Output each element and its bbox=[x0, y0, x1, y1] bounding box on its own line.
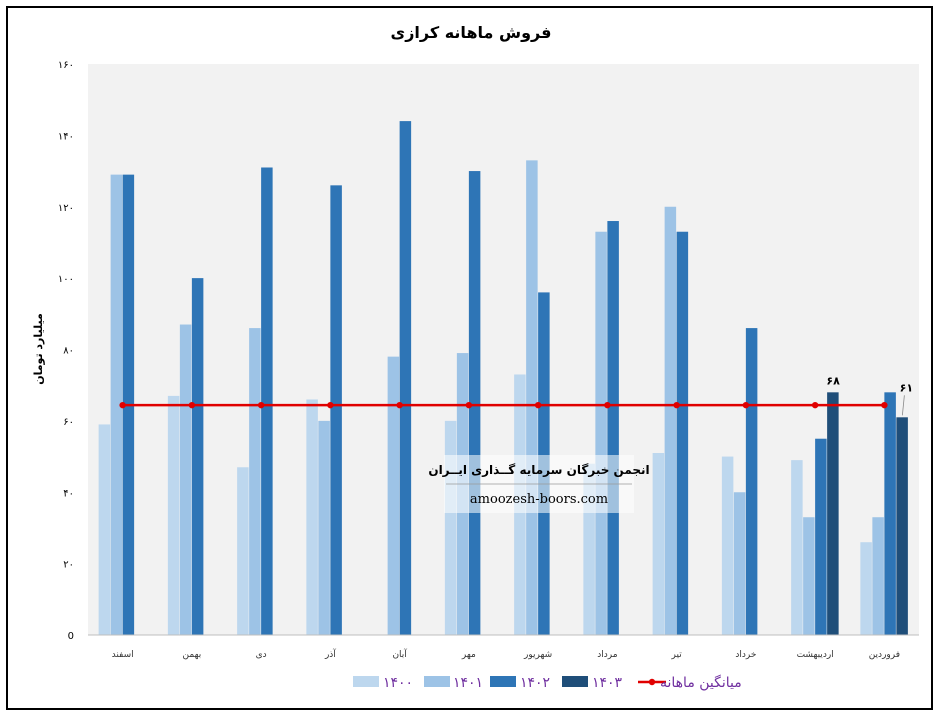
bar bbox=[318, 420, 330, 635]
y-tick-label: ۸۰ bbox=[63, 346, 74, 357]
bar bbox=[595, 231, 607, 635]
average-line-group bbox=[119, 401, 888, 409]
x-tick-label: آبان bbox=[392, 648, 407, 660]
bar bbox=[872, 517, 884, 635]
x-tick-label: مرداد bbox=[597, 650, 617, 660]
legend-swatch bbox=[562, 676, 588, 687]
x-tick-label: اردیبهشت bbox=[797, 650, 834, 660]
average-marker bbox=[327, 401, 334, 409]
bar bbox=[444, 420, 457, 635]
bar bbox=[676, 231, 689, 635]
bar bbox=[261, 167, 273, 635]
y-axis-ticks: 0 ۲۰ ۴۰ ۶۰ ۸۰ ۱۰۰ ۱۲۰ ۱۴۰ ۱۶۰ bbox=[58, 60, 74, 642]
bar bbox=[815, 438, 827, 635]
y-tick-label: ۱۰۰ bbox=[58, 274, 74, 285]
plot-area bbox=[88, 64, 919, 635]
legend-swatch bbox=[490, 676, 516, 687]
bar bbox=[249, 328, 261, 635]
bar bbox=[330, 185, 342, 635]
legend-line-marker bbox=[648, 678, 656, 686]
bar bbox=[468, 171, 481, 635]
bar bbox=[607, 221, 619, 635]
bar bbox=[652, 452, 665, 635]
bar bbox=[733, 492, 746, 635]
average-marker bbox=[119, 401, 126, 409]
data-label: ۶۱ bbox=[900, 381, 913, 394]
bar bbox=[860, 542, 872, 635]
bar bbox=[721, 456, 734, 635]
x-tick-label: تیر bbox=[671, 650, 683, 660]
y-tick-label: ۴۰ bbox=[63, 488, 74, 499]
bar bbox=[803, 517, 815, 635]
data-label: ۶۸ bbox=[826, 374, 840, 387]
legend-swatch bbox=[353, 676, 379, 687]
bar bbox=[526, 160, 538, 635]
x-tick-label: آذر bbox=[324, 648, 336, 660]
x-tick-label: فروردین bbox=[869, 650, 900, 660]
watermark-line2: amoozesh-boors.com bbox=[470, 492, 608, 507]
chart-title: فروش ماهانه کرازی bbox=[391, 23, 552, 42]
bar bbox=[791, 460, 803, 635]
y-tick-label: ۱۲۰ bbox=[58, 203, 74, 214]
x-tick-label: شهریور bbox=[523, 650, 552, 660]
bar bbox=[896, 417, 908, 635]
average-marker bbox=[465, 401, 473, 409]
legend-label: ۱۴۰۱ bbox=[453, 675, 483, 691]
legend: میانگین ماهانه ۱۴۰۳ ۱۴۰۲ ۱۴۰۱ ۱۴۰۰ bbox=[353, 674, 742, 691]
y-tick-label: ۱۶۰ bbox=[58, 60, 74, 71]
average-marker bbox=[673, 401, 680, 409]
legend-label: ۱۴۰۲ bbox=[520, 675, 550, 691]
legend-label: ۱۴۰۳ bbox=[592, 675, 623, 691]
y-tick-label: ۲۰ bbox=[63, 560, 74, 571]
y-axis-label: میلیارد تومان bbox=[32, 313, 45, 385]
bar bbox=[237, 467, 249, 635]
average-marker bbox=[534, 401, 542, 409]
bar bbox=[745, 328, 758, 635]
average-marker bbox=[257, 401, 265, 409]
x-axis-categories: اسفند بهمن دی آذر آبان مهر شهریور مرداد تیر خرداد… bbox=[112, 648, 900, 660]
y-tick-label: 0 bbox=[68, 631, 74, 642]
bar bbox=[387, 356, 400, 635]
x-tick-label: دی bbox=[256, 650, 267, 660]
y-tick-label: ۱۴۰ bbox=[58, 131, 74, 142]
x-tick-label: مهر bbox=[461, 650, 476, 660]
bar bbox=[167, 395, 180, 635]
average-marker bbox=[881, 401, 888, 409]
legend-swatch bbox=[424, 676, 450, 687]
watermark-line1: انجمن خبرگان سرمایه گــذاری ایــران bbox=[428, 463, 649, 477]
bar bbox=[191, 278, 204, 635]
bar bbox=[98, 424, 111, 635]
bar bbox=[179, 324, 192, 635]
bar bbox=[884, 392, 896, 635]
x-tick-label: اسفند bbox=[112, 650, 134, 660]
average-marker bbox=[811, 401, 819, 409]
bar bbox=[583, 463, 595, 635]
average-marker bbox=[604, 401, 611, 409]
data-labels: ۶۱ ۶۸ bbox=[826, 374, 913, 416]
bar bbox=[399, 121, 412, 636]
data-label-leader bbox=[901, 395, 905, 416]
y-tick-label: ۶۰ bbox=[63, 417, 74, 428]
average-marker bbox=[742, 401, 750, 409]
bar bbox=[110, 174, 123, 635]
watermark: انجمن خبرگان سرمایه گــذاری ایــران amoo… bbox=[428, 455, 650, 513]
average-marker bbox=[188, 401, 196, 409]
average-marker bbox=[396, 401, 403, 409]
bar bbox=[306, 399, 318, 635]
x-tick-label: خرداد bbox=[735, 650, 756, 660]
bar bbox=[664, 206, 677, 635]
x-tick-label: بهمن bbox=[183, 650, 202, 660]
legend-label: میانگین ماهانه bbox=[660, 674, 742, 691]
bar bbox=[827, 392, 839, 635]
legend-label: ۱۴۰۰ bbox=[383, 675, 413, 691]
